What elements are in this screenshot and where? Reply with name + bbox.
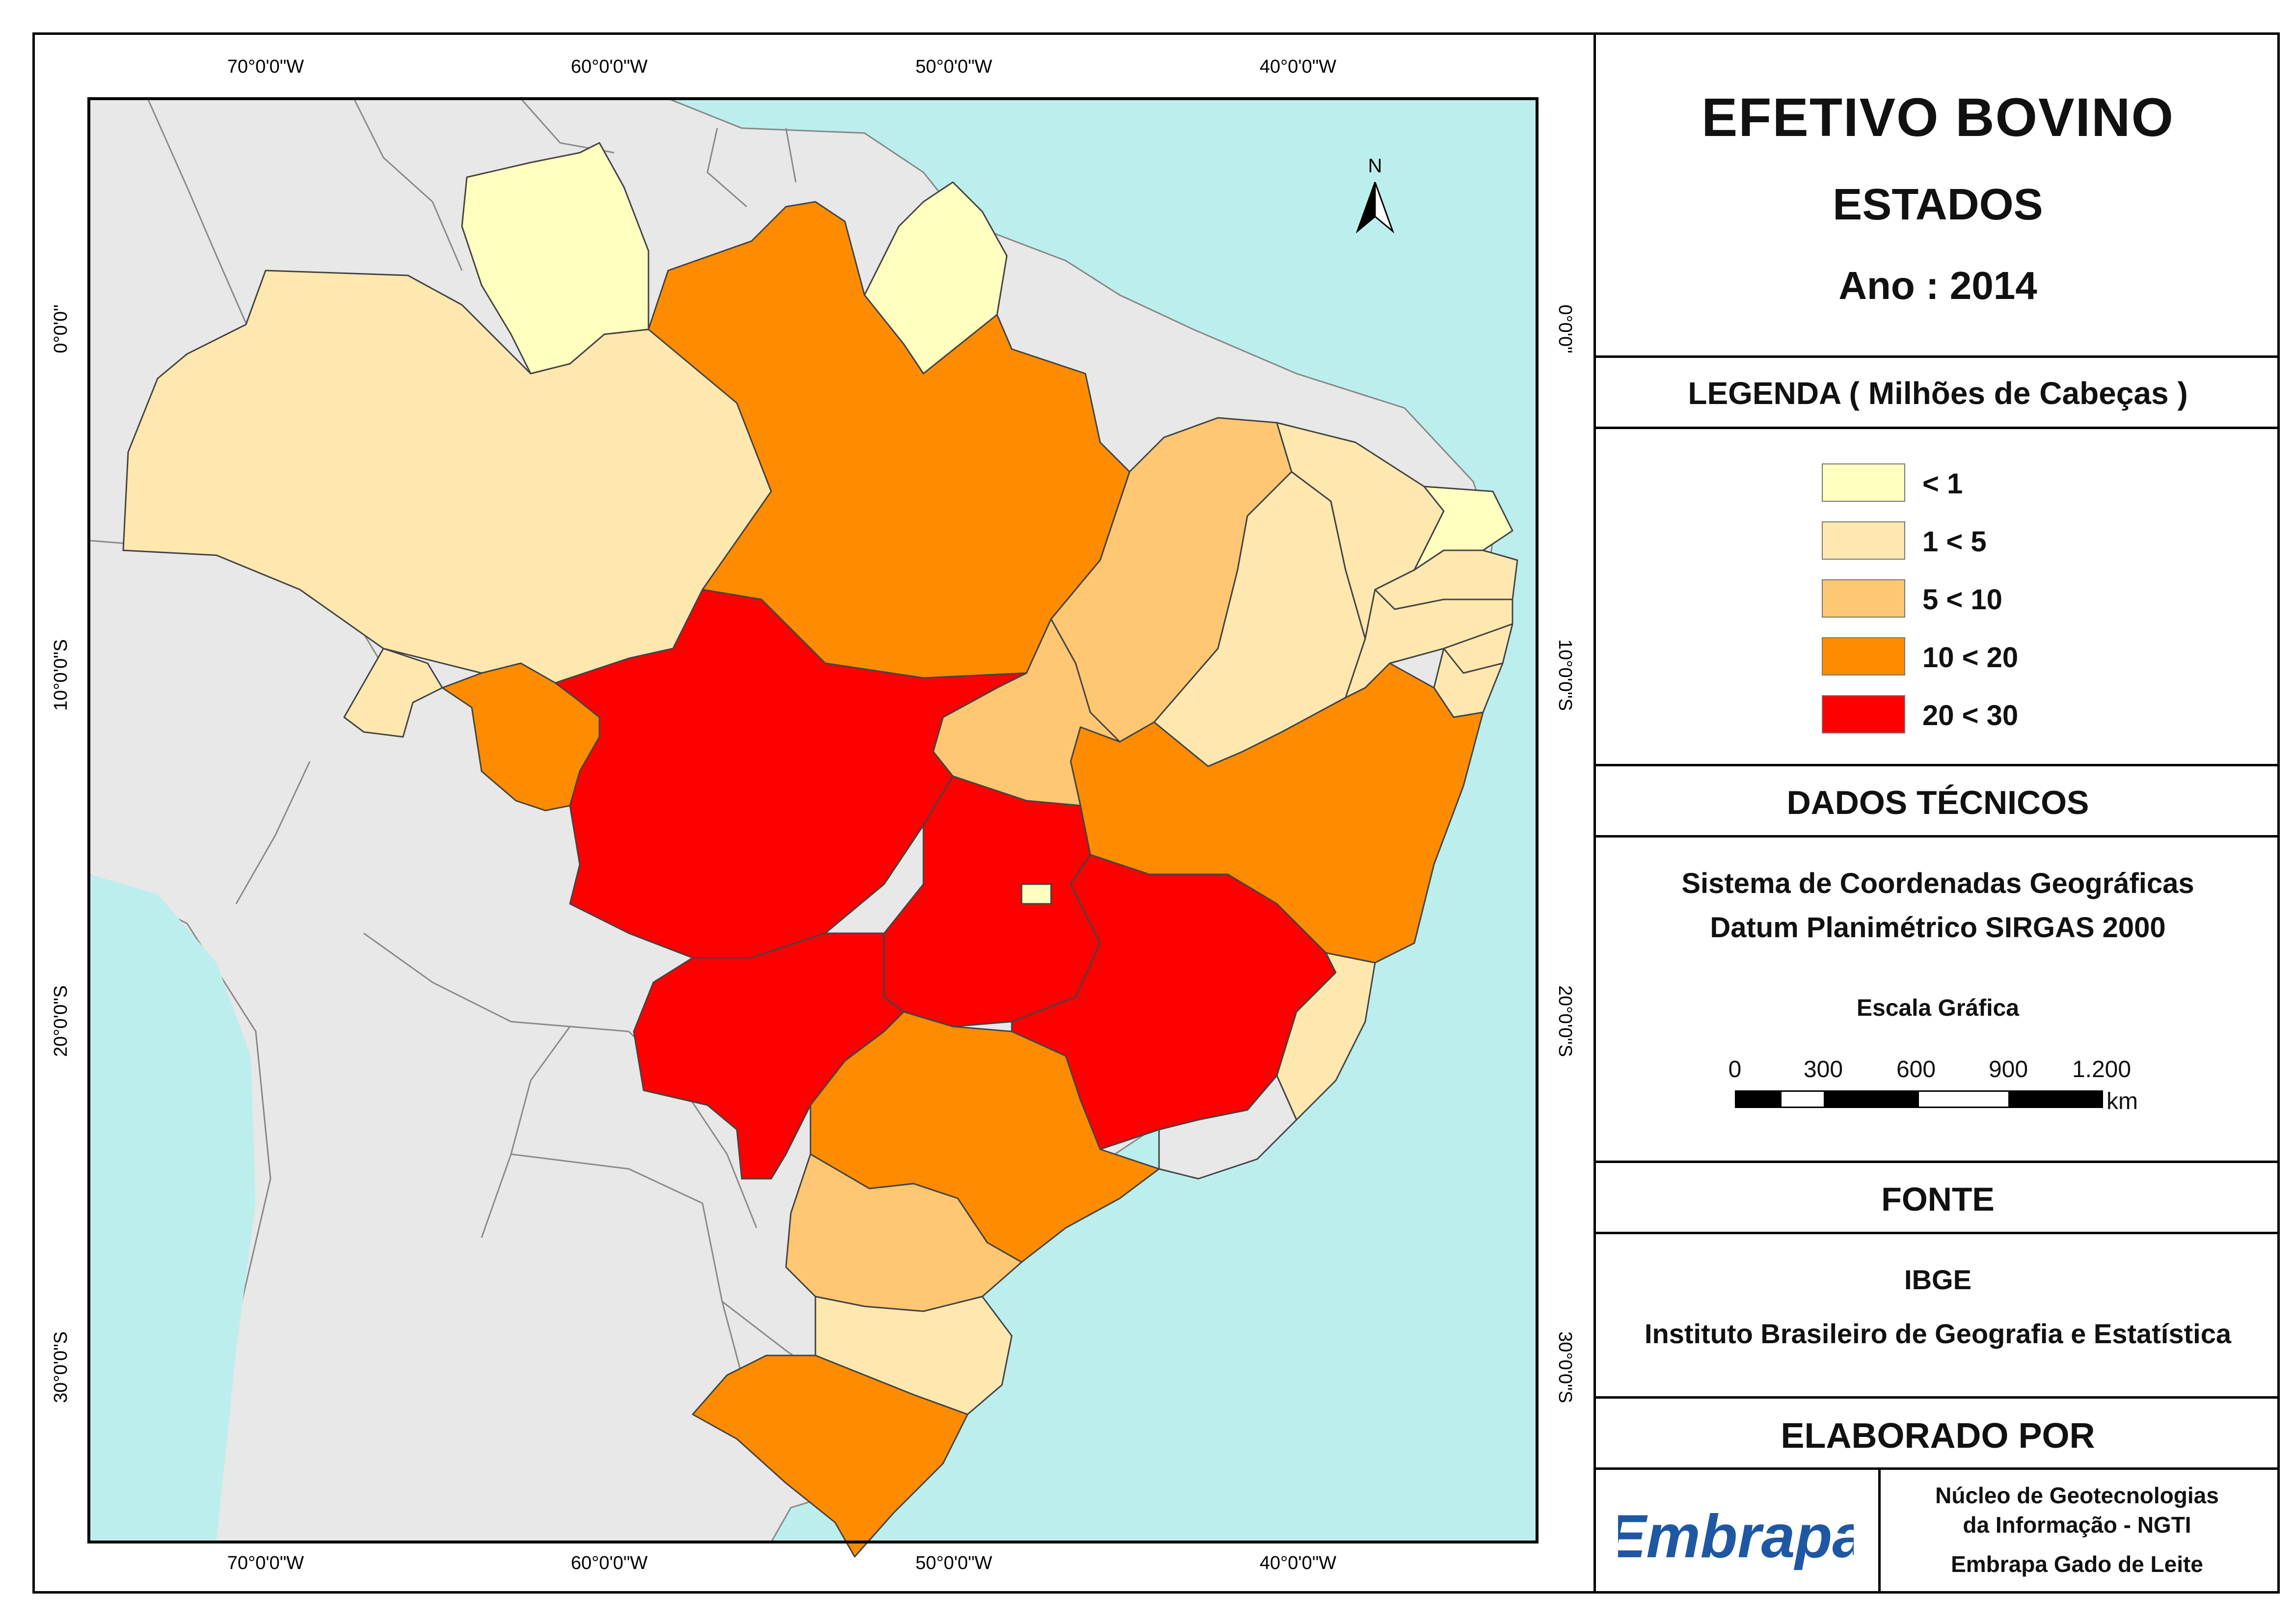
- map-year: Ano : 2014: [1838, 264, 2037, 307]
- lon-label-bottom-40w: 40°0'0"W: [1260, 1553, 1336, 1573]
- scale-tick-label: 300: [1803, 1056, 1843, 1083]
- scale-segment: [1735, 1090, 1780, 1108]
- author-heading: ELABORADO POR: [1781, 1416, 2095, 1456]
- lat-label-left-10s: 10°0'0"S: [51, 639, 71, 711]
- legend-label: 20 < 30: [1922, 700, 2019, 731]
- lon-label-bottom-50w: 50°0'0"W: [916, 1553, 992, 1573]
- datum: Datum Planimétrico SIRGAS 2000: [1710, 912, 2166, 944]
- scale-tick-label: 900: [1988, 1056, 2028, 1083]
- lon-label-top-40w: 40°0'0"W: [1260, 56, 1336, 77]
- lat-label-right-20s: 20°0'0"S: [1555, 985, 1575, 1057]
- legend-label: 5 < 10: [1922, 584, 2002, 616]
- state-ac: [343, 648, 443, 738]
- lon-label-top-60w: 60°0'0"W: [571, 56, 648, 77]
- source-acronym: IBGE: [1904, 1264, 1971, 1295]
- legend-swatch: [1822, 695, 1905, 733]
- lat-label-left-0: 0°0'0": [51, 304, 71, 353]
- legend-swatch: [1822, 637, 1905, 676]
- map-title: EFETIVO BOVINO: [1701, 87, 2175, 148]
- technical-section: Sistema de Coordenadas Geográficas Datum…: [1596, 838, 2280, 1163]
- scale-tick-label: 0: [1728, 1056, 1742, 1083]
- author-unit-line2: da Informação - NGTI: [1963, 1512, 2191, 1538]
- lon-label-bottom-70w: 70°0'0"W: [227, 1553, 304, 1573]
- lat-label-left-20s: 20°0'0"S: [51, 985, 71, 1057]
- north-arrow: N: [1355, 155, 1395, 234]
- scale-segment: [1917, 1090, 2010, 1108]
- scale-tick-label: 600: [1896, 1056, 1936, 1083]
- lon-label-top-70w: 70°0'0"W: [227, 56, 304, 77]
- legend-swatch: [1822, 521, 1905, 560]
- state-rs: [692, 1354, 969, 1558]
- author-unit-line1: Núcleo de Geotecnologias: [1935, 1483, 2219, 1508]
- embrapa-logo-text: Embrapa: [1618, 1503, 1854, 1570]
- legend-swatch: [1822, 463, 1905, 502]
- map-frame: [87, 97, 1539, 1543]
- brazil-states: [122, 142, 1518, 1558]
- pacific-ocean: [89, 874, 256, 1542]
- embrapa-logo: Embrapa: [1606, 1499, 1866, 1583]
- legend-label: < 1: [1922, 468, 1963, 500]
- lon-label-top-50w: 50°0'0"W: [916, 56, 992, 77]
- technical-heading: DADOS TÉCNICOS: [1786, 784, 2089, 821]
- author-heading-section: ELABORADO POR: [1596, 1399, 2280, 1470]
- scale-bar: 0 300 600 900 1.200 km: [1596, 838, 2280, 1161]
- state-df: [1021, 883, 1052, 905]
- state-rj: [1158, 1075, 1297, 1180]
- map-subtitle: ESTADOS: [1833, 180, 2043, 229]
- author-divider: [1878, 1470, 1881, 1594]
- legend-label: 1 < 5: [1922, 526, 1987, 558]
- map-svg: 70°0'0"W 60°0'0"W 50°0'0"W 40°0'0"W 70°0…: [51, 56, 1575, 1573]
- lat-label-right-0: 0°0'0": [1555, 304, 1575, 353]
- author-section: Embrapa Núcleo de Geotecnologias da Info…: [1596, 1470, 2280, 1594]
- lon-label-bottom-60w: 60°0'0"W: [571, 1553, 648, 1573]
- source-section: IBGE Instituto Brasileiro de Geografia e…: [1596, 1234, 2280, 1399]
- state-mt: [554, 589, 1027, 959]
- legend-swatch: [1822, 579, 1905, 618]
- legend-section: < 1 1 < 5 5 < 10 10 < 20 20 < 30: [1596, 429, 2280, 766]
- lat-label-right-10s: 10°0'0"S: [1555, 639, 1575, 711]
- source-heading-section: FONTE: [1596, 1163, 2280, 1234]
- scale-title: Escala Gráfica: [1857, 995, 2019, 1021]
- source-heading: FONTE: [1881, 1181, 1995, 1218]
- outer-frame: [32, 32, 2280, 1594]
- coordinate-system: Sistema de Coordenadas Geográficas: [1681, 867, 2194, 899]
- north-arrow-label: N: [1368, 155, 1382, 177]
- legend-label: 10 < 20: [1922, 642, 2019, 674]
- state-ms: [633, 932, 905, 1180]
- scale-segment: [2010, 1090, 2103, 1108]
- info-panel: EFETIVO BOVINO ESTADOS Ano : 2014 LEGEND…: [1593, 32, 2280, 1594]
- legend-heading: LEGENDA ( Milhões de Cabeças ): [1688, 376, 2188, 411]
- author-org: Embrapa Gado de Leite: [1951, 1551, 2203, 1577]
- source-name: Instituto Brasileiro de Geografia e Esta…: [1644, 1318, 2231, 1349]
- lat-label-right-30s: 30°0'0"S: [1555, 1331, 1575, 1403]
- lat-label-left-30s: 30°0'0"S: [51, 1331, 71, 1403]
- legend-heading-section: LEGENDA ( Milhões de Cabeças ): [1596, 358, 2280, 429]
- scale-segment: [1780, 1090, 1825, 1108]
- map-area: 70°0'0"W 60°0'0"W 50°0'0"W 40°0'0"W 70°0…: [32, 32, 1593, 1594]
- title-section: EFETIVO BOVINO ESTADOS Ano : 2014: [1596, 32, 2280, 358]
- scale-unit: km: [2106, 1088, 2138, 1114]
- scale-tick-label: 1.200: [2072, 1056, 2132, 1083]
- scale-segment: [1825, 1090, 1917, 1108]
- technical-heading-section: DADOS TÉCNICOS: [1596, 766, 2280, 838]
